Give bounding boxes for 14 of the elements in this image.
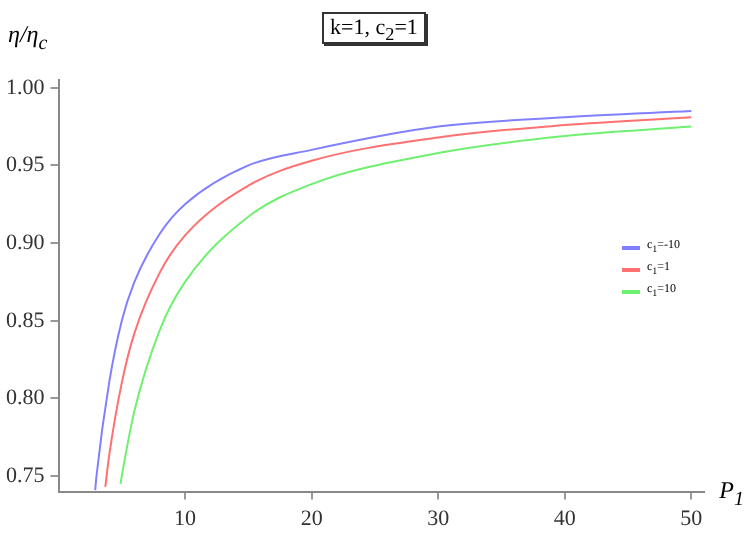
x-tick-label: 20 [300, 506, 324, 531]
x-axis-title: P$_{1}$ [719, 476, 744, 511]
y-tick-label: 1.00 [6, 75, 46, 100]
x-tick-label: 30 [427, 506, 451, 531]
x-tick-label: 50 [680, 506, 704, 531]
y-tick-label: 0.75 [6, 463, 46, 488]
y-tick-label: 0.80 [6, 386, 46, 411]
x-tick-label: 10 [174, 506, 198, 531]
y-tick-label: 0.95 [6, 153, 46, 178]
chart-title: k=1, c$_{2}$=1 [322, 12, 426, 45]
y-tick-label: 0.85 [6, 308, 46, 333]
x-tick-label: 40 [553, 506, 577, 531]
y-axis-title: η/η$_{c}$ [8, 20, 48, 55]
y-tick-label: 0.90 [6, 230, 46, 255]
